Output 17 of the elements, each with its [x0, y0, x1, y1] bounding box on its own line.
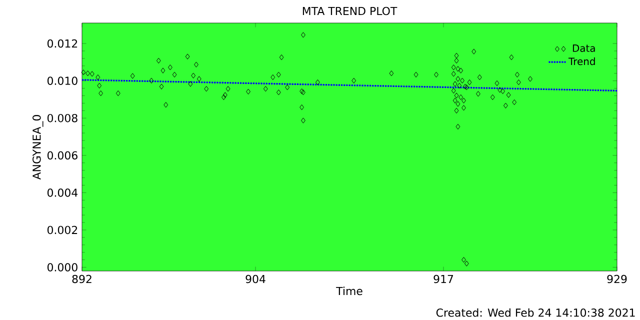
y-axis-title: ANGYNEA_0 — [32, 115, 44, 180]
chart-title: MTA TREND PLOT — [302, 6, 398, 16]
x-tick-label: 929 — [607, 274, 627, 284]
y-tick-label: 0.012 — [47, 39, 78, 48]
y-tick-label: 0.004 — [47, 188, 78, 197]
x-tick-label: 904 — [246, 274, 266, 284]
y-tick-label: 0.008 — [47, 114, 78, 122]
y-tick-label: 0.002 — [47, 226, 78, 234]
y-tick-label: 0.006 — [47, 151, 78, 160]
x-tick-label: 917 — [434, 274, 453, 284]
legend-label: Trend — [568, 57, 595, 66]
text: Created: Wed Feb 24 14:10:38 2021 — [436, 308, 635, 317]
y-tick-label: 0.010 — [47, 76, 78, 85]
legend-label: Data — [572, 44, 595, 52]
x-tick-label: 892 — [72, 274, 92, 284]
y-tick-label: 0.000 — [47, 263, 78, 272]
x-axis-title: Time — [336, 286, 362, 296]
